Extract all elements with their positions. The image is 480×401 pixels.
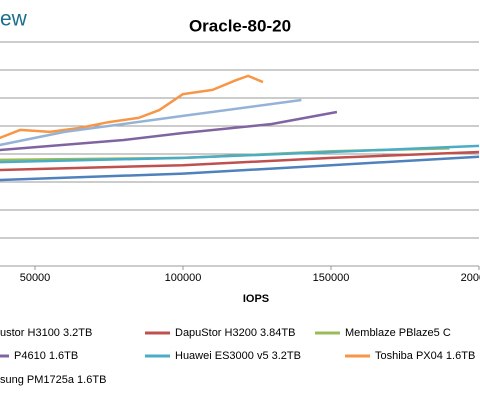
legend-label: ustor H3100 3.2TB <box>0 327 92 339</box>
series-line <box>0 150 480 172</box>
chart-title: Oracle-80-20 <box>189 16 291 35</box>
x-axis-label: IOPS <box>243 293 269 305</box>
legend-label: Huawei ES3000 v5 3.2TB <box>175 350 301 362</box>
logo: ew <box>0 8 28 31</box>
x-tick-label: 50000 <box>20 272 51 284</box>
legend-label: Memblaze PBlaze5 C <box>345 327 451 339</box>
series-line <box>0 144 480 164</box>
series-line <box>0 155 480 182</box>
legend-label: P4610 1.6TB <box>14 350 78 362</box>
legend-label: sung PM1725a 1.6TB <box>0 374 106 386</box>
series-line <box>0 98 302 147</box>
x-tick-label: 100000 <box>165 272 202 284</box>
series-line <box>0 110 338 152</box>
legend-label: DapuStor H3200 3.84TB <box>175 327 295 339</box>
legend-label: Toshiba PX04 1.6TB <box>375 350 475 362</box>
x-tick-label: 150000 <box>313 272 350 284</box>
series-line <box>0 74 264 140</box>
x-tick-label: 200000 <box>461 272 480 284</box>
